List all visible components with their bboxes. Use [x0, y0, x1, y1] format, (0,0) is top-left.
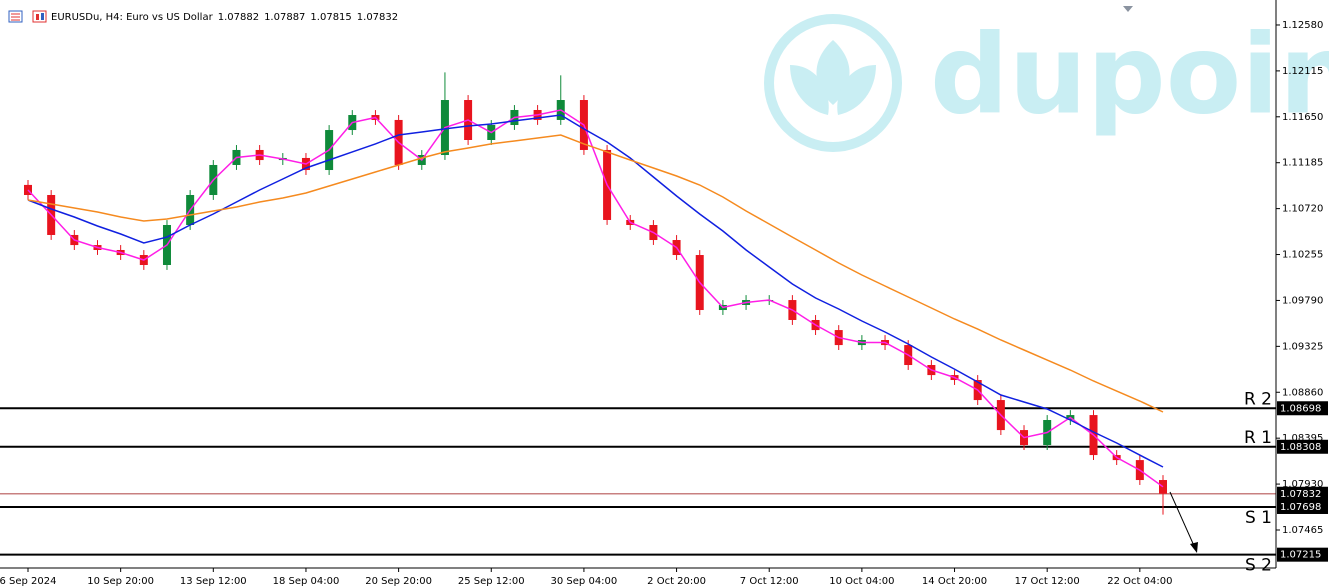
y-tick-label: 1.08395: [1282, 433, 1323, 444]
x-tick-label: 25 Sep 12:00: [458, 576, 525, 587]
moving-average: [27, 114, 1164, 468]
level-price: 1.07215: [1280, 550, 1321, 561]
y-tick-label: 1.07930: [1282, 479, 1323, 490]
x-tick-label: 20 Sep 20:00: [365, 576, 432, 587]
header-low: 1.07815: [310, 12, 351, 23]
scroll-marker: [1123, 6, 1133, 12]
plot-area: [0, 72, 1276, 556]
level-price-box: [1277, 547, 1328, 562]
level-price: 1.08308: [1280, 442, 1321, 453]
y-tick-label: 1.11650: [1282, 112, 1323, 123]
y-tick-label: 1.08860: [1282, 387, 1323, 398]
x-tick-label: 10 Oct 04:00: [829, 576, 894, 587]
level-label: R 1: [1244, 428, 1272, 448]
moving-average: [27, 134, 1164, 413]
header-icons: [8, 10, 47, 23]
y-tick-label: 1.10255: [1282, 250, 1323, 261]
x-tick-label: 10 Sep 20:00: [87, 576, 154, 587]
watermark-text: dupoin: [930, 10, 1329, 138]
price-label: 1.07832: [1280, 489, 1321, 500]
candle-body: [1159, 480, 1167, 494]
y-tick-label: 1.09325: [1282, 341, 1323, 352]
x-tick-label: 18 Sep 04:00: [273, 576, 340, 587]
level-price: 1.07698: [1280, 502, 1321, 513]
header-close: 1.07832: [357, 12, 398, 23]
x-tick-label: 30 Sep 04:00: [551, 576, 618, 587]
header: EURUSDu, H4: Euro vs US Dollar 1.07882 1.0…: [51, 12, 398, 23]
x-tick-label: 2 Oct 20:00: [647, 576, 706, 587]
y-tick-label: 1.07465: [1282, 525, 1323, 536]
level-price-box: [1277, 439, 1328, 454]
x-tick-label: 13 Sep 12:00: [180, 576, 247, 587]
level-price-box: [1277, 401, 1328, 416]
candle-body: [24, 184, 32, 195]
watermark-logo: [764, 14, 902, 152]
header-symbol: EURUSDu, H4: Euro vs US Dollar: [51, 12, 214, 23]
header-high: 1.07887: [264, 12, 305, 23]
x-tick-label: 17 Oct 12:00: [1015, 576, 1080, 587]
level-price-box: [1277, 499, 1328, 514]
header-open: 1.07882: [218, 12, 259, 23]
y-tick-label: 1.12580: [1282, 20, 1323, 31]
y-tick-label: 1.10720: [1282, 204, 1323, 215]
x-tick-label: 7 Oct 12:00: [740, 576, 799, 587]
y-tick-label: 1.09790: [1282, 295, 1323, 306]
price-box: [1277, 486, 1328, 501]
projection-arrowhead: [1190, 542, 1198, 553]
projection-arrow: [1169, 491, 1196, 549]
x-tick-label: 22 Oct 04:00: [1107, 576, 1172, 587]
y-tick-label: 1.11185: [1282, 158, 1323, 169]
moving-average: [27, 109, 1164, 488]
x-tick-label: 14 Oct 20:00: [922, 576, 987, 587]
level-label: S 1: [1245, 508, 1272, 528]
level-label: S 2: [1245, 556, 1272, 576]
level-price: 1.08698: [1280, 403, 1321, 414]
x-tick-label: 6 Sep 2024: [0, 576, 57, 587]
level-label: R 2: [1244, 389, 1272, 409]
y-tick-label: 1.12115: [1282, 66, 1323, 77]
